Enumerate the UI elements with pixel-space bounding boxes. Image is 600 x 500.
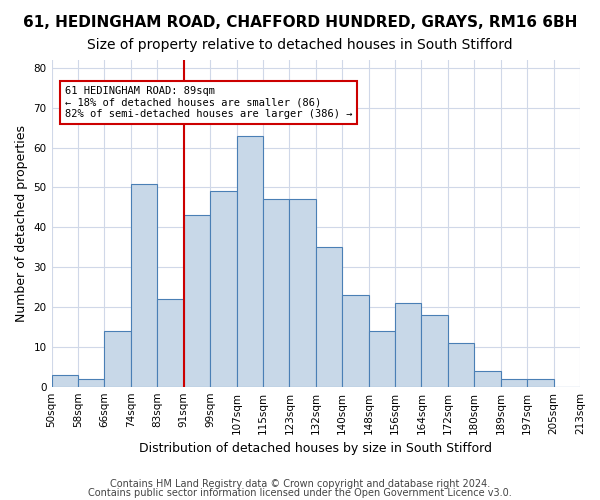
Bar xyxy=(395,303,421,386)
Bar xyxy=(210,192,236,386)
Bar xyxy=(184,216,210,386)
Bar xyxy=(448,343,475,386)
Bar xyxy=(131,184,157,386)
Bar xyxy=(263,200,289,386)
Text: 61 HEDINGHAM ROAD: 89sqm
← 18% of detached houses are smaller (86)
82% of semi-d: 61 HEDINGHAM ROAD: 89sqm ← 18% of detach… xyxy=(65,86,352,119)
Text: Contains public sector information licensed under the Open Government Licence v3: Contains public sector information licen… xyxy=(88,488,512,498)
Bar xyxy=(78,378,104,386)
Bar xyxy=(527,378,554,386)
X-axis label: Distribution of detached houses by size in South Stifford: Distribution of detached houses by size … xyxy=(139,442,492,455)
Bar xyxy=(316,247,342,386)
Bar xyxy=(52,374,78,386)
Text: Size of property relative to detached houses in South Stifford: Size of property relative to detached ho… xyxy=(87,38,513,52)
Bar xyxy=(421,315,448,386)
Bar xyxy=(104,331,131,386)
Text: Contains HM Land Registry data © Crown copyright and database right 2024.: Contains HM Land Registry data © Crown c… xyxy=(110,479,490,489)
Bar xyxy=(289,200,316,386)
Bar xyxy=(342,295,368,386)
Text: 61, HEDINGHAM ROAD, CHAFFORD HUNDRED, GRAYS, RM16 6BH: 61, HEDINGHAM ROAD, CHAFFORD HUNDRED, GR… xyxy=(23,15,577,30)
Bar xyxy=(157,299,184,386)
Bar xyxy=(368,331,395,386)
Bar xyxy=(236,136,263,386)
Y-axis label: Number of detached properties: Number of detached properties xyxy=(15,125,28,322)
Bar xyxy=(501,378,527,386)
Bar xyxy=(475,370,501,386)
